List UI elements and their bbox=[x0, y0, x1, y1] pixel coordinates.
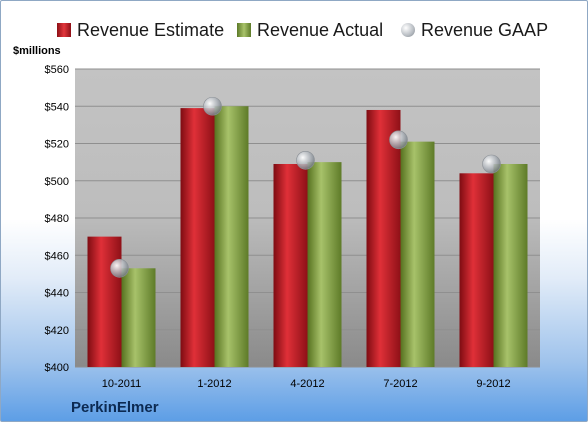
bar-revenue-actual bbox=[493, 163, 528, 367]
y-tick-label: $500 bbox=[45, 176, 69, 188]
y-tick-label: $420 bbox=[45, 325, 69, 337]
y-tick-label: $560 bbox=[45, 64, 69, 76]
y-tick-label: $480 bbox=[45, 213, 69, 225]
x-tick-label: 10-2011 bbox=[102, 378, 142, 390]
point-revenue-gaap bbox=[110, 258, 129, 278]
legend-swatch-gaap bbox=[401, 23, 415, 37]
bar-revenue-estimate bbox=[366, 109, 401, 367]
legend-swatch-actual bbox=[237, 23, 251, 37]
legend-label-gaap: Revenue GAAP bbox=[421, 19, 549, 40]
y-axis-unit-label: $millions bbox=[13, 45, 61, 57]
bar-revenue-actual bbox=[400, 141, 435, 367]
bar-revenue-estimate bbox=[459, 173, 494, 367]
bar-revenue-estimate bbox=[87, 236, 122, 367]
x-tick-label: 4-2012 bbox=[290, 378, 324, 390]
legend-item-gaap: Revenue GAAP bbox=[401, 15, 548, 45]
bar-revenue-estimate bbox=[180, 108, 215, 368]
legend-label-estimate: Revenue Estimate bbox=[77, 19, 225, 40]
legend-item-actual: Revenue Actual bbox=[237, 15, 383, 45]
x-tick-label: 9-2012 bbox=[476, 378, 510, 390]
y-tick-label: $520 bbox=[45, 139, 69, 151]
y-tick-label: $400 bbox=[45, 362, 69, 374]
bar-revenue-actual bbox=[121, 268, 156, 367]
legend-item-estimate: Revenue Estimate bbox=[57, 15, 224, 45]
legend-swatch-estimate bbox=[57, 23, 71, 37]
x-tick-label: 1-2012 bbox=[197, 378, 231, 390]
legend-label-actual: Revenue Actual bbox=[257, 19, 384, 40]
bar-revenue-actual bbox=[307, 162, 342, 367]
y-tick-label: $540 bbox=[45, 101, 69, 113]
bar-revenue-actual bbox=[214, 106, 249, 367]
point-revenue-gaap bbox=[203, 96, 222, 116]
x-tick-label: 7-2012 bbox=[383, 378, 417, 390]
y-tick-label: $460 bbox=[45, 250, 69, 262]
company-label: PerkinElmer bbox=[71, 399, 159, 416]
point-revenue-gaap bbox=[296, 150, 315, 170]
point-revenue-gaap bbox=[482, 154, 501, 174]
point-revenue-gaap bbox=[389, 130, 408, 150]
legend: Revenue Estimate Revenue Actual Revenue … bbox=[1, 15, 587, 45]
bar-revenue-estimate bbox=[273, 163, 308, 367]
y-tick-label: $440 bbox=[45, 288, 69, 300]
